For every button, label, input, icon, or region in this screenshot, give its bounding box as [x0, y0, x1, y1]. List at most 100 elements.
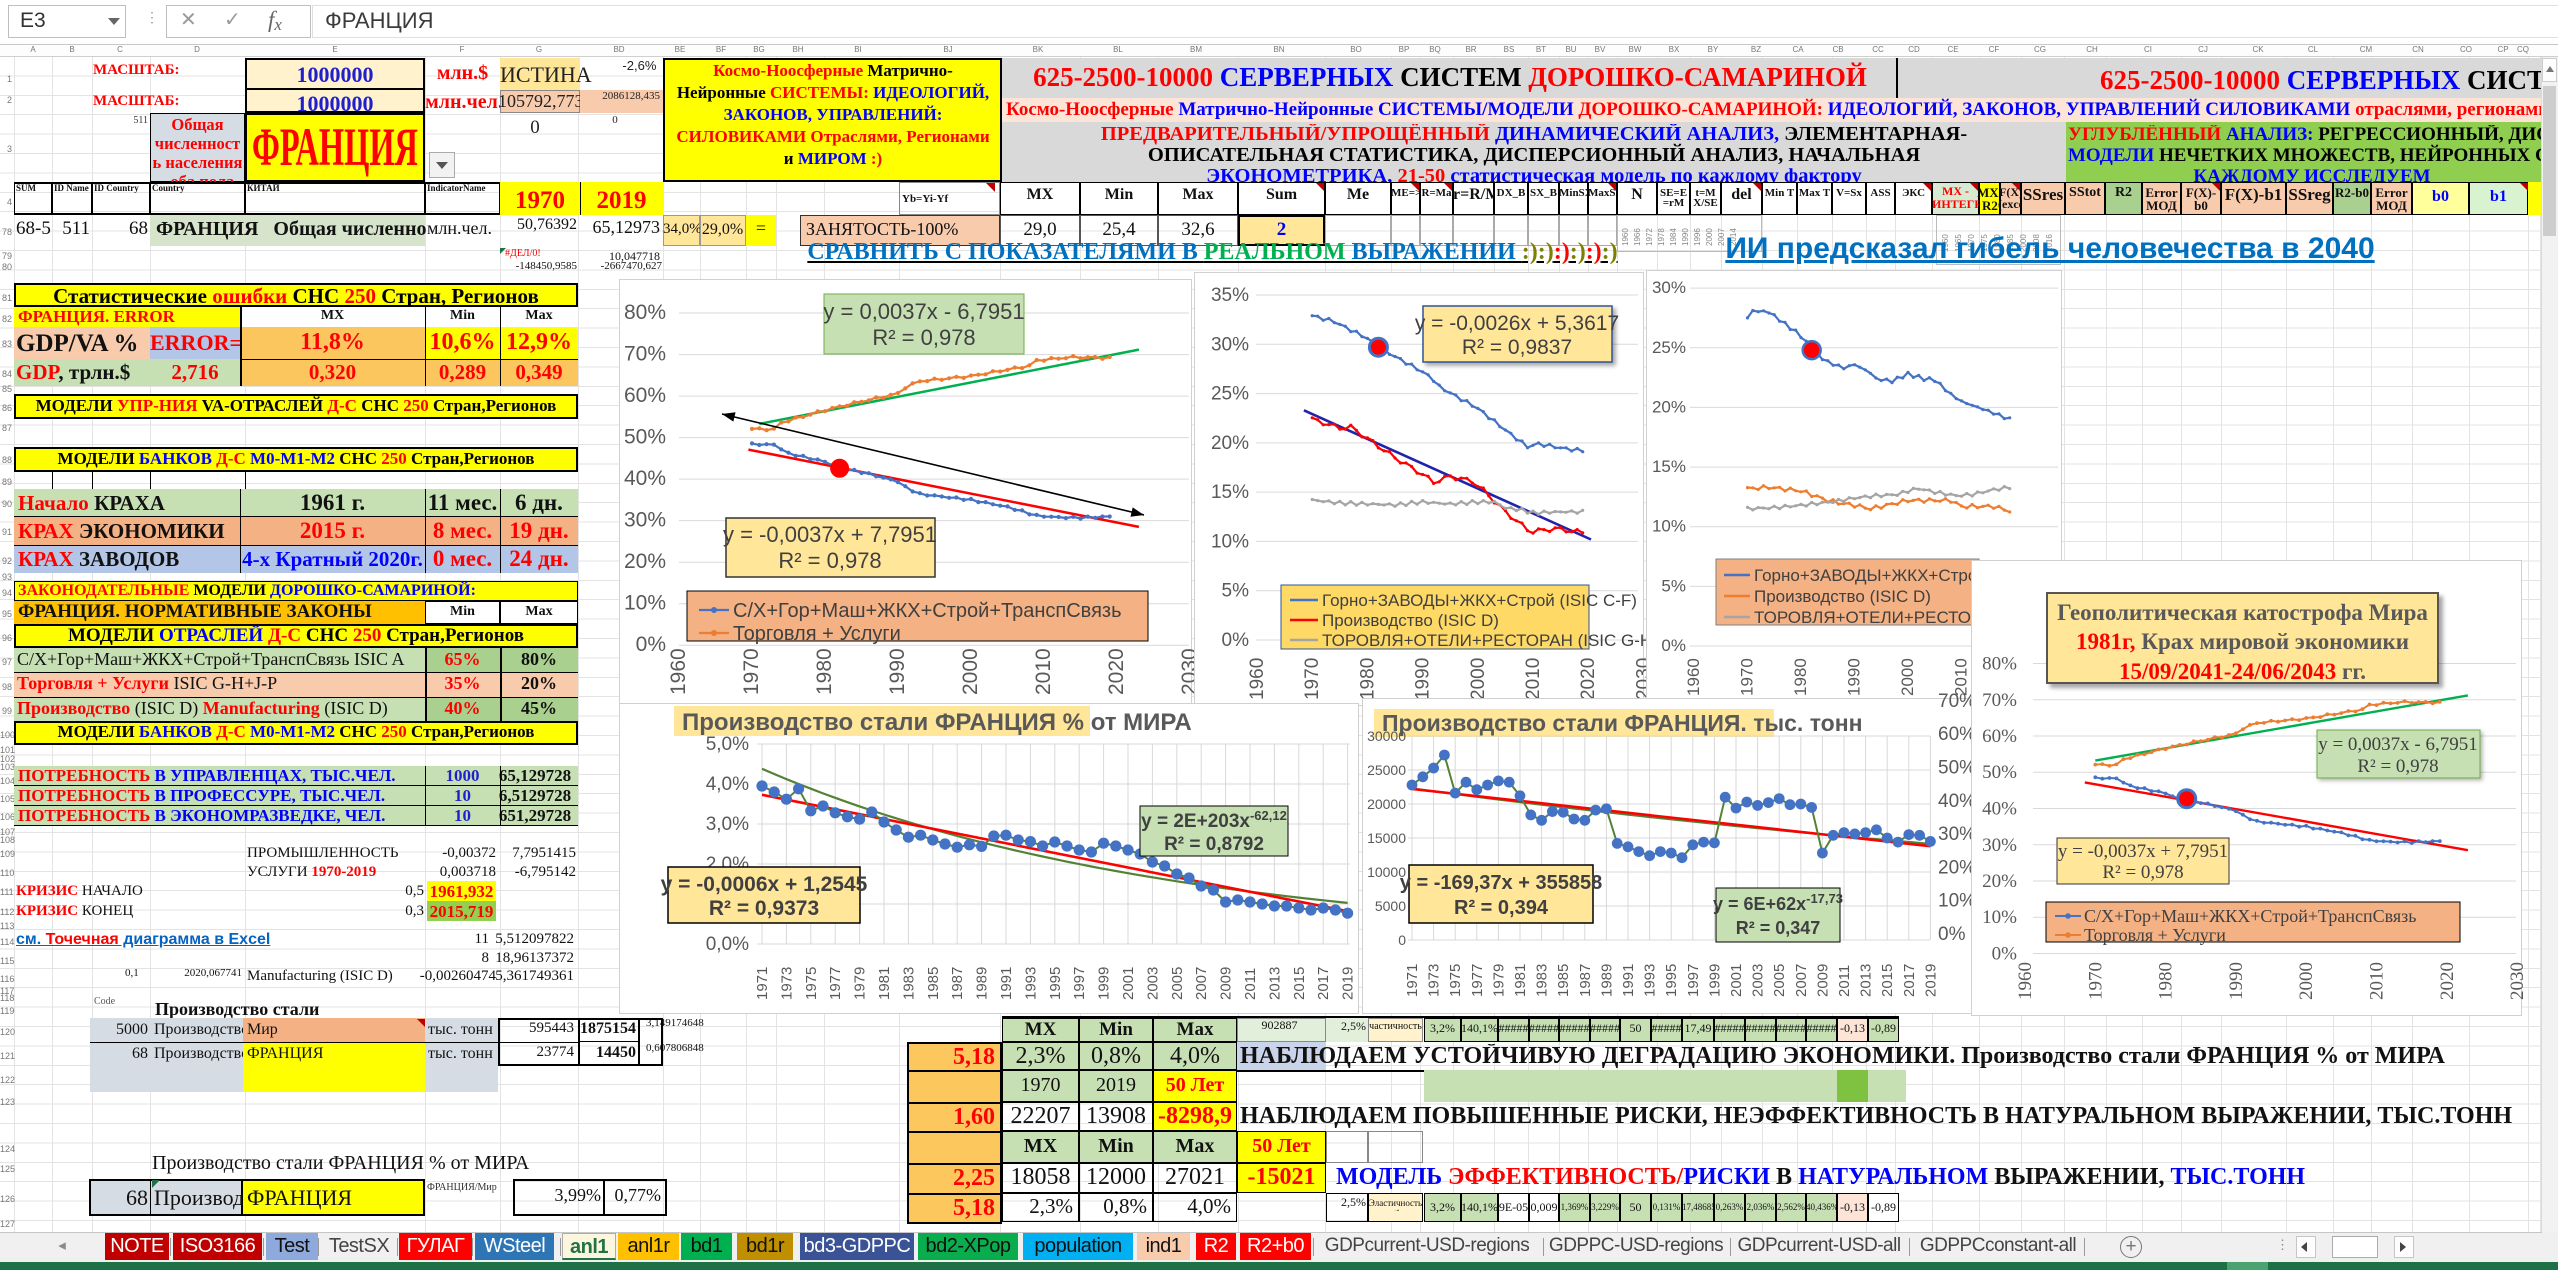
svg-text:1960: 1960 — [2015, 962, 2036, 1000]
svg-text:30%: 30% — [1938, 824, 1976, 845]
svg-text:1991: 1991 — [1620, 964, 1637, 997]
svg-text:2013: 2013 — [1858, 964, 1875, 997]
svg-text:1981: 1981 — [876, 967, 893, 1000]
svg-text:y = -0,0026x + 5,3617: y = -0,0026x + 5,3617 — [1415, 312, 1619, 335]
svg-text:y = -169,37x + 355858: y = -169,37x + 355858 — [1400, 872, 1602, 894]
svg-text:1987: 1987 — [1577, 964, 1594, 997]
svg-text:1981: 1981 — [1512, 964, 1529, 997]
svg-text:2010: 2010 — [1523, 658, 1544, 700]
svg-text:R² = 0,8792: R² = 0,8792 — [1164, 834, 1264, 855]
svg-text:ТОРОВЛЯ+ОТЕЛИ+РЕСТОРАН (ISIC G: ТОРОВЛЯ+ОТЕЛИ+РЕСТОРАН (ISIC G-H) — [1322, 631, 1658, 650]
svg-text:R² = 0,978: R² = 0,978 — [872, 325, 975, 350]
svg-text:Торговля + Услуги: Торговля + Услуги — [733, 623, 901, 645]
svg-text:4,0%: 4,0% — [706, 774, 749, 795]
svg-text:1979: 1979 — [1490, 964, 1507, 997]
svg-text:Горно+ЗАВОДЫ+ЖКХ+Строй (ISIC C: Горно+ЗАВОДЫ+ЖКХ+Строй (ISIC C-F) — [1322, 591, 1637, 610]
svg-text:1973: 1973 — [778, 967, 795, 1000]
svg-text:40%: 40% — [624, 467, 666, 490]
svg-text:20%: 20% — [624, 550, 666, 573]
svg-text:1960: 1960 — [1684, 658, 1703, 696]
svg-text:2010: 2010 — [1952, 658, 1971, 696]
svg-text:1997: 1997 — [1685, 964, 1702, 997]
svg-text:2019: 2019 — [1922, 964, 1939, 997]
svg-text:25%: 25% — [1652, 338, 1686, 357]
svg-text:1975: 1975 — [803, 967, 820, 1000]
svg-text:2001: 2001 — [1728, 964, 1745, 997]
svg-text:Производство стали ФРАНЦИЯ % о: Производство стали ФРАНЦИЯ % от МИРА — [682, 709, 1192, 736]
svg-text:1975: 1975 — [1447, 964, 1464, 997]
svg-text:25%: 25% — [1211, 384, 1249, 405]
svg-text:1970: 1970 — [1302, 658, 1323, 700]
svg-text:40%: 40% — [1938, 791, 1976, 812]
svg-text:2007: 2007 — [1793, 964, 1810, 997]
svg-text:R² = 0,347: R² = 0,347 — [1736, 918, 1821, 938]
svg-text:С/Х+Гор+Маш+ЖКХ+Строй+ТранспСв: С/Х+Гор+Маш+ЖКХ+Строй+ТранспСвязь — [733, 600, 1122, 622]
svg-text:10%: 10% — [1982, 907, 2017, 928]
svg-text:1995: 1995 — [1663, 964, 1680, 997]
svg-text:30%: 30% — [1211, 334, 1249, 355]
svg-text:70%: 70% — [624, 343, 666, 366]
svg-text:0,0%: 0,0% — [706, 934, 749, 955]
svg-text:1983: 1983 — [1534, 964, 1551, 997]
svg-text:y = -0,0037x + 7,7951: y = -0,0037x + 7,7951 — [2058, 841, 2228, 862]
svg-text:0: 0 — [1398, 932, 1406, 948]
svg-text:2020: 2020 — [1105, 648, 1128, 695]
svg-text:15000: 15000 — [1367, 830, 1406, 846]
svg-text:1991: 1991 — [998, 967, 1015, 1000]
svg-text:y = 0,0037x - 6,7951: y = 0,0037x - 6,7951 — [2318, 734, 2478, 755]
svg-text:2017: 2017 — [1315, 967, 1332, 1000]
svg-text:50%: 50% — [1938, 758, 1976, 779]
svg-text:1960: 1960 — [1247, 658, 1268, 700]
svg-text:1993: 1993 — [1642, 964, 1659, 997]
svg-text:0%: 0% — [1222, 630, 1250, 651]
svg-text:3,0%: 3,0% — [706, 814, 749, 835]
svg-text:2003: 2003 — [1144, 967, 1161, 1000]
svg-text:80%: 80% — [624, 301, 666, 324]
svg-text:80%: 80% — [1982, 654, 2017, 675]
svg-text:2010: 2010 — [2367, 962, 2388, 1000]
svg-text:Производство (ISIC D): Производство (ISIC D) — [1754, 587, 1931, 606]
svg-text:1990: 1990 — [1413, 658, 1434, 700]
svg-text:2017: 2017 — [1901, 964, 1918, 997]
svg-text:R² = 0,394: R² = 0,394 — [1454, 897, 1549, 919]
svg-text:10%: 10% — [1652, 517, 1686, 536]
svg-text:5000: 5000 — [1375, 898, 1406, 914]
svg-text:R² = 0,978: R² = 0,978 — [778, 548, 881, 573]
svg-text:60%: 60% — [624, 384, 666, 407]
svg-text:20%: 20% — [1652, 397, 1686, 416]
svg-text:Производство (ISIC D): Производство (ISIC D) — [1322, 611, 1499, 630]
svg-text:2000: 2000 — [1898, 658, 1917, 696]
svg-text:y = 2E+203x-62,12: y = 2E+203x-62,12 — [1141, 808, 1287, 832]
svg-text:2011: 2011 — [1242, 968, 1259, 1000]
svg-text:1980: 1980 — [2156, 962, 2177, 1000]
svg-text:0%: 0% — [1992, 944, 2018, 965]
svg-text:2007: 2007 — [1193, 967, 1210, 1000]
svg-text:1990: 1990 — [1845, 658, 1864, 696]
svg-text:1980: 1980 — [1357, 658, 1378, 700]
svg-text:1980: 1980 — [813, 648, 836, 695]
svg-text:5,0%: 5,0% — [706, 734, 749, 755]
svg-text:60%: 60% — [1982, 726, 2017, 747]
svg-text:1970: 1970 — [740, 648, 763, 695]
svg-text:5%: 5% — [1222, 581, 1250, 602]
svg-text:70%: 70% — [1938, 691, 1976, 712]
svg-text:2015: 2015 — [1879, 964, 1896, 997]
svg-text:40%: 40% — [1982, 799, 2017, 820]
svg-text:30000: 30000 — [1367, 728, 1406, 744]
svg-text:2000: 2000 — [1468, 658, 1489, 700]
svg-text:1971: 1971 — [754, 967, 771, 1000]
svg-text:1985: 1985 — [925, 967, 942, 1000]
svg-text:10%: 10% — [1211, 531, 1249, 552]
svg-text:2001: 2001 — [1120, 967, 1137, 1000]
svg-text:50%: 50% — [1982, 762, 2017, 783]
svg-text:1993: 1993 — [1022, 967, 1039, 1000]
svg-text:15%: 15% — [1652, 457, 1686, 476]
svg-text:2009: 2009 — [1218, 967, 1235, 1000]
svg-text:30%: 30% — [624, 509, 666, 532]
svg-text:0%: 0% — [636, 633, 666, 656]
svg-text:2005: 2005 — [1169, 967, 1186, 1000]
svg-text:35%: 35% — [1211, 285, 1249, 306]
svg-text:2009: 2009 — [1814, 964, 1831, 997]
svg-text:1973: 1973 — [1426, 964, 1443, 997]
svg-text:5%: 5% — [1661, 576, 1686, 595]
